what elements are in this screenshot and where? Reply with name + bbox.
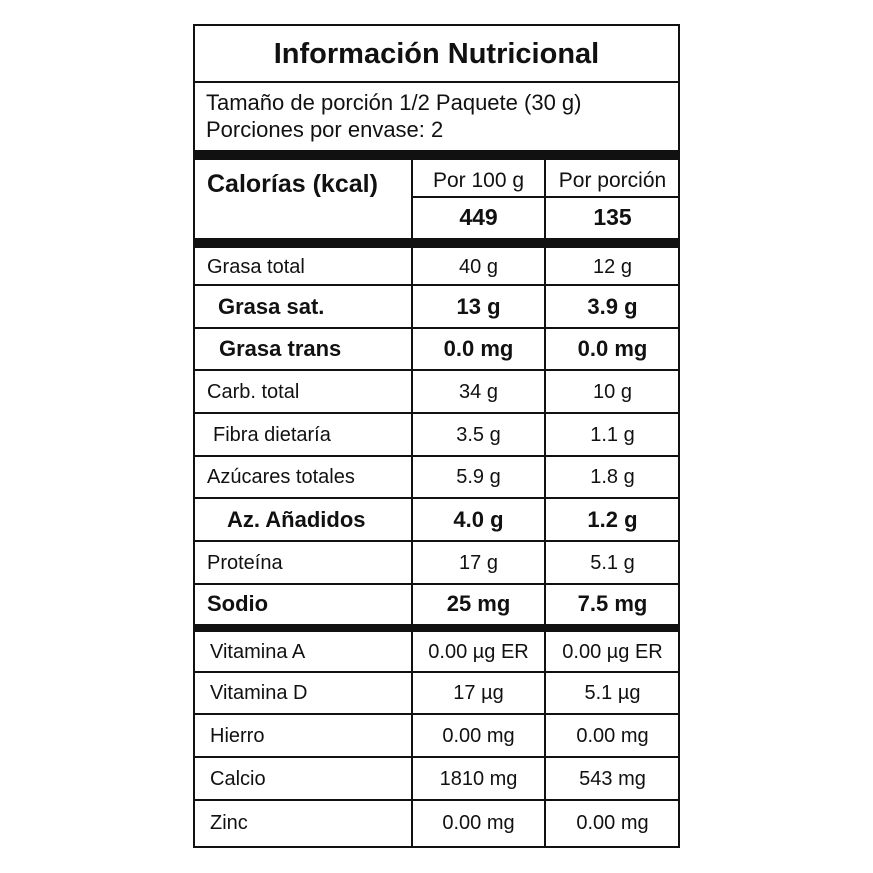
divider bbox=[412, 196, 680, 198]
nutrient-name: Grasa total bbox=[207, 255, 305, 278]
row-line bbox=[193, 369, 680, 371]
row-line bbox=[193, 284, 680, 286]
value-per-serving: 12 g bbox=[593, 255, 632, 278]
nutrient-name: Grasa sat. bbox=[218, 293, 325, 319]
row-line bbox=[193, 756, 680, 758]
row-line bbox=[193, 540, 680, 542]
row-line bbox=[193, 583, 680, 585]
value-per-100g: 4.0 g bbox=[453, 506, 504, 532]
value-per-serving: 5.1 g bbox=[590, 551, 635, 574]
row-line bbox=[193, 327, 680, 329]
value-per-100g: 5.9 g bbox=[456, 466, 501, 488]
value-per-100g: 1810 mg bbox=[439, 767, 518, 790]
nutrient-name: Hierro bbox=[210, 724, 265, 747]
value-per-serving: 543 mg bbox=[579, 767, 646, 790]
value-per-100g: 0.00 mg bbox=[442, 812, 515, 834]
column-line bbox=[411, 632, 413, 846]
thick-divider bbox=[193, 150, 680, 160]
title: Información Nutricional bbox=[273, 38, 600, 70]
value-per-serving: 0.0 mg bbox=[577, 336, 648, 361]
nutrient-name: Vitamina A bbox=[210, 641, 306, 663]
nutrient-name: Fibra dietaría bbox=[213, 423, 331, 446]
calories-per-100g: 449 bbox=[459, 204, 498, 230]
value-per-serving: 3.9 g bbox=[587, 293, 638, 319]
column-line bbox=[411, 160, 413, 238]
nutrient-name: Sodio bbox=[207, 591, 269, 616]
row-line bbox=[193, 412, 680, 414]
calories-per-serving: 135 bbox=[593, 204, 632, 230]
value-per-serving: 0.00 mg bbox=[576, 724, 649, 747]
column-line bbox=[544, 248, 546, 624]
servings-per-container: Porciones por envase: 2 bbox=[206, 117, 444, 142]
column-header: Por porción bbox=[558, 169, 667, 192]
value-per-serving: 5.1 µg bbox=[584, 682, 641, 704]
row-line bbox=[193, 799, 680, 801]
thick-divider bbox=[193, 624, 680, 632]
nutrient-name: Zinc bbox=[210, 812, 248, 834]
value-per-serving: 0.00 mg bbox=[576, 812, 649, 834]
nutrient-name: Carb. total bbox=[207, 380, 300, 403]
divider bbox=[193, 81, 680, 83]
value-per-serving: 7.5 mg bbox=[577, 591, 648, 616]
column-header: Por 100 g bbox=[432, 169, 525, 192]
nutrition-label bbox=[193, 24, 680, 848]
row-line bbox=[193, 455, 680, 457]
value-per-serving: 1.2 g bbox=[587, 506, 638, 532]
value-per-100g: 3.5 g bbox=[456, 423, 501, 446]
value-per-serving: 0.00 µg ER bbox=[562, 641, 663, 663]
value-per-100g: 0.0 mg bbox=[443, 336, 514, 361]
calories-label: Calorías (kcal) bbox=[207, 170, 378, 198]
column-line bbox=[544, 160, 546, 238]
row-line bbox=[193, 497, 680, 499]
nutrient-name: Vitamina D bbox=[210, 682, 308, 704]
value-per-serving: 1.8 g bbox=[590, 466, 635, 488]
thick-divider bbox=[193, 238, 680, 248]
row-line bbox=[193, 671, 680, 673]
value-per-100g: 40 g bbox=[459, 255, 498, 278]
column-line bbox=[411, 248, 413, 624]
value-per-100g: 0.00 µg ER bbox=[428, 641, 529, 663]
column-line bbox=[544, 632, 546, 846]
value-per-serving: 10 g bbox=[593, 380, 632, 403]
nutrient-name: Azúcares totales bbox=[207, 466, 355, 488]
value-per-serving: 1.1 g bbox=[590, 423, 635, 446]
row-line bbox=[193, 713, 680, 715]
value-per-100g: 13 g bbox=[456, 293, 501, 319]
serving-size: Tamaño de porción 1/2 Paquete (30 g) bbox=[206, 90, 582, 115]
value-per-100g: 17 g bbox=[459, 551, 498, 574]
value-per-100g: 34 g bbox=[459, 380, 498, 403]
nutrient-name: Az. Añadidos bbox=[227, 506, 366, 532]
value-per-100g: 25 mg bbox=[446, 591, 511, 616]
nutrient-name: Calcio bbox=[210, 767, 266, 790]
value-per-100g: 17 µg bbox=[453, 682, 504, 704]
nutrient-name: Proteína bbox=[207, 551, 283, 574]
value-per-100g: 0.00 mg bbox=[442, 724, 515, 747]
nutrient-name: Grasa trans bbox=[219, 336, 342, 361]
